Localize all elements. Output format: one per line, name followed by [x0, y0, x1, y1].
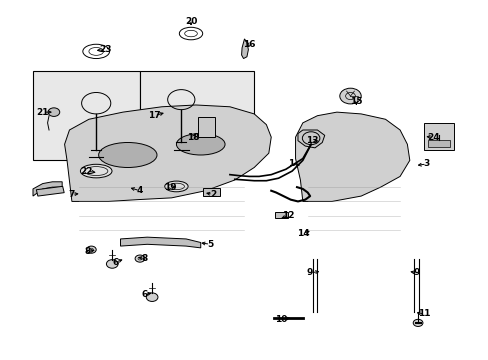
- Text: 9: 9: [413, 268, 420, 277]
- PathPatch shape: [64, 105, 271, 202]
- Circle shape: [146, 293, 158, 301]
- Ellipse shape: [99, 143, 157, 167]
- Bar: [424, 123, 453, 150]
- Text: 8: 8: [142, 254, 148, 263]
- Text: 12: 12: [282, 211, 294, 220]
- Bar: [33, 71, 140, 160]
- Text: 16: 16: [243, 40, 255, 49]
- Text: 23: 23: [100, 45, 112, 54]
- Text: 11: 11: [417, 310, 430, 319]
- Text: 8: 8: [84, 247, 91, 256]
- Polygon shape: [33, 182, 62, 196]
- Text: 24: 24: [426, 132, 439, 141]
- PathPatch shape: [295, 112, 409, 202]
- Text: 9: 9: [306, 268, 313, 277]
- Text: 20: 20: [184, 17, 197, 26]
- Ellipse shape: [80, 164, 112, 178]
- Bar: [36, 186, 64, 196]
- Text: 4: 4: [137, 186, 143, 195]
- Text: 14: 14: [296, 229, 308, 238]
- Text: 15: 15: [349, 97, 362, 106]
- Bar: [274, 212, 287, 217]
- Text: 10: 10: [274, 315, 286, 324]
- Bar: [203, 188, 220, 196]
- Bar: [140, 71, 254, 160]
- Text: 1: 1: [287, 159, 293, 168]
- Text: 5: 5: [207, 240, 213, 249]
- Ellipse shape: [176, 134, 224, 155]
- Text: 6: 6: [112, 258, 119, 267]
- Text: 6: 6: [142, 290, 148, 299]
- Bar: [198, 117, 215, 137]
- Circle shape: [135, 255, 144, 262]
- Text: 19: 19: [164, 183, 177, 192]
- Bar: [427, 140, 449, 147]
- Text: 2: 2: [209, 190, 216, 199]
- Text: 21: 21: [37, 108, 49, 117]
- Polygon shape: [120, 237, 201, 248]
- Circle shape: [48, 108, 60, 116]
- Circle shape: [106, 260, 118, 268]
- Polygon shape: [241, 39, 248, 59]
- Text: 18: 18: [187, 132, 199, 141]
- Ellipse shape: [164, 181, 188, 192]
- Text: 22: 22: [80, 167, 93, 176]
- Text: 13: 13: [305, 136, 318, 145]
- Text: 17: 17: [148, 111, 161, 120]
- Text: 3: 3: [423, 159, 429, 168]
- Circle shape: [86, 246, 96, 253]
- Polygon shape: [297, 130, 324, 148]
- Circle shape: [339, 88, 361, 104]
- Text: 7: 7: [68, 190, 75, 199]
- Circle shape: [412, 319, 422, 327]
